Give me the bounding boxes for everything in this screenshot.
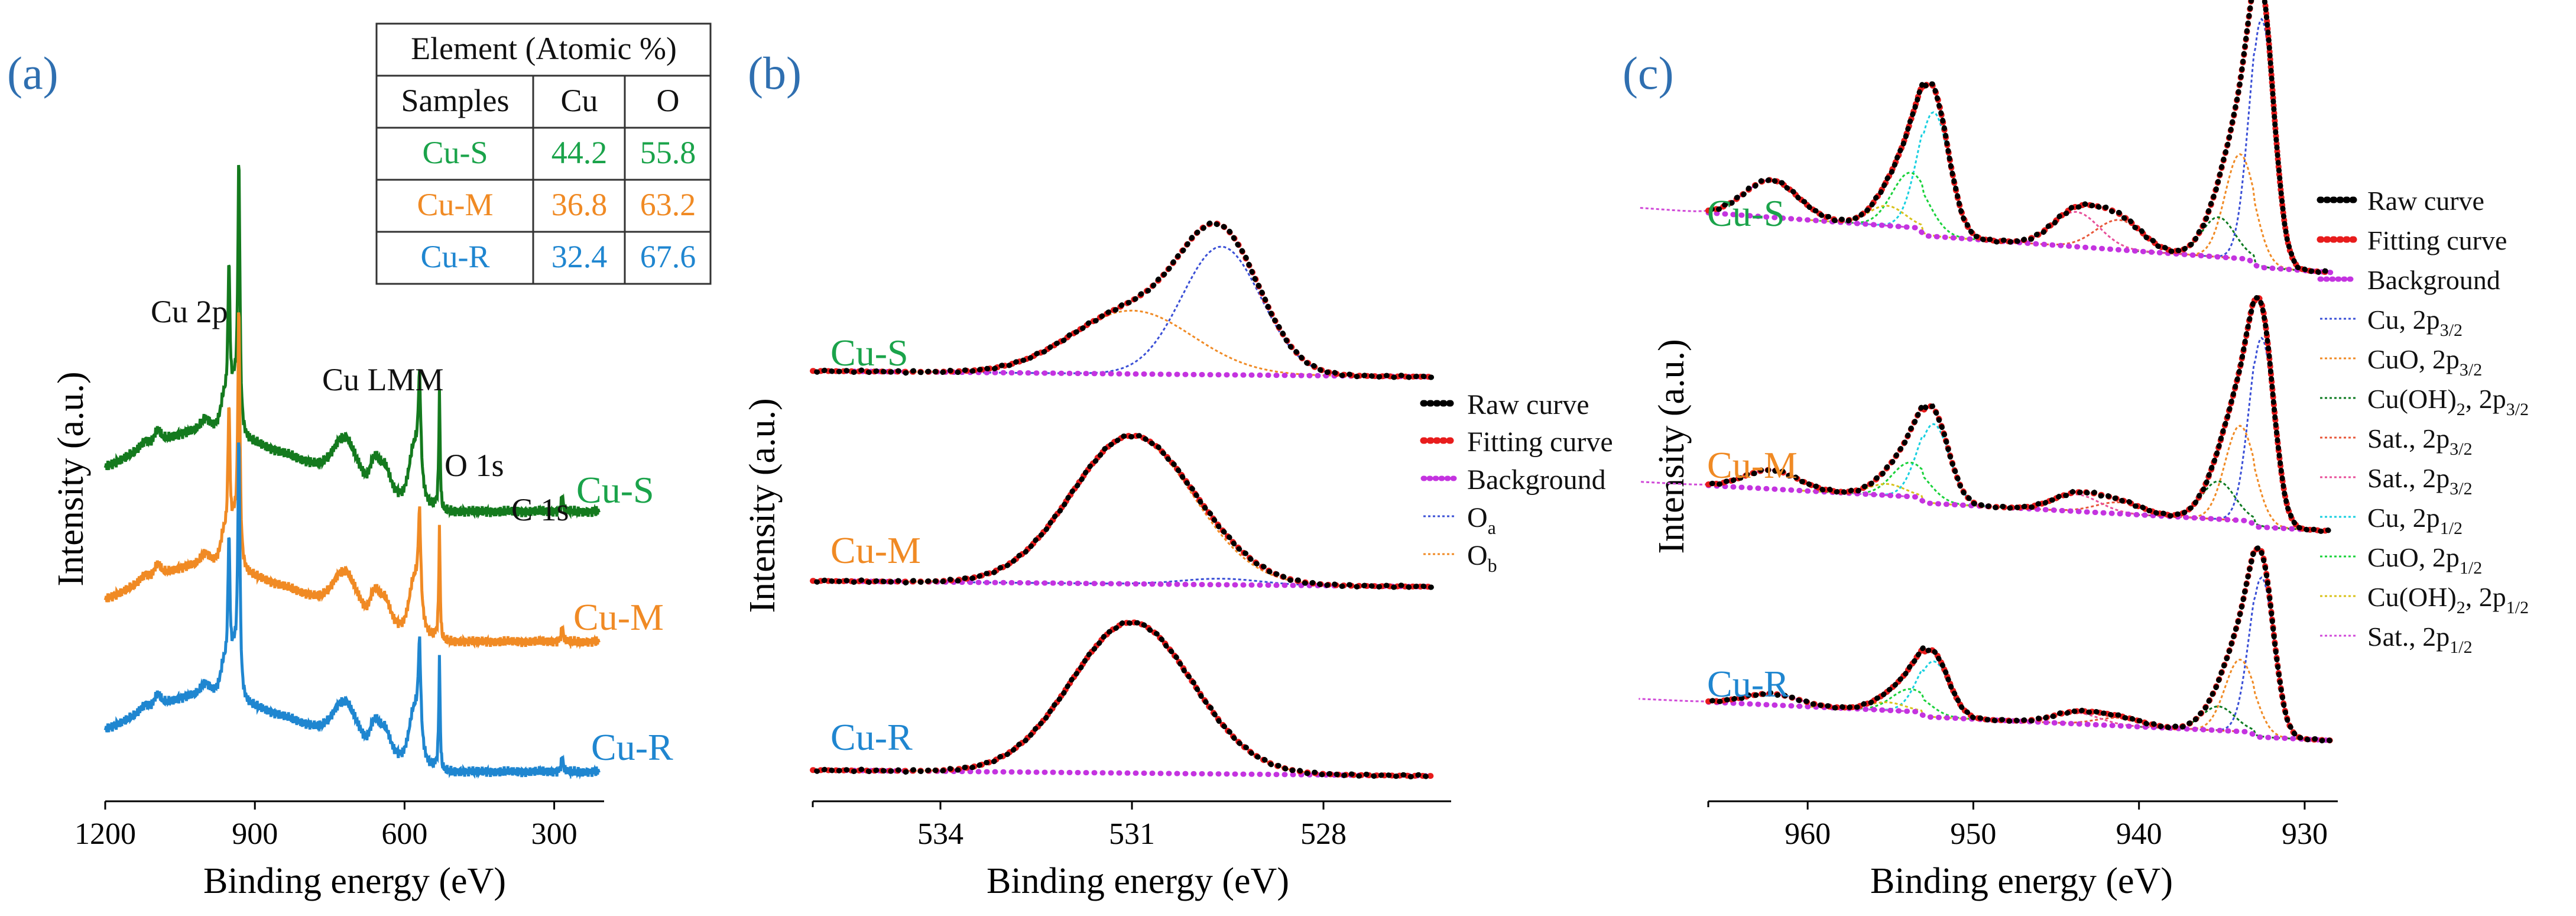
legend-label: Cu(OH)2, 2p1/2	[2367, 582, 2529, 617]
x-tick-label: 960	[1785, 817, 1831, 851]
fitting-curve-cu-r	[1705, 544, 2334, 744]
panel-c: (c) 960 950 940 930 Binding energy (eV) Int…	[1623, 0, 2529, 901]
raw-curve-cu-r	[1705, 544, 2334, 744]
component-cu-2p32-cu-r	[2199, 576, 2324, 741]
legend-label: Oa	[1467, 502, 1496, 538]
x-tick-label: 600	[381, 817, 427, 851]
raw-curve-cu-m	[810, 432, 1435, 591]
background-cu-s	[810, 368, 1435, 380]
raw-curve-cu-m	[1705, 294, 2334, 535]
table-row-sample: Cu-M	[417, 187, 493, 222]
panel-a: (a) Element (Atomic %) Samples Cu O Cu-S…	[7, 22, 712, 901]
x-tick-label: 930	[2282, 817, 2328, 851]
panel-b-legend: Raw curve Fitting curve Background Oa Ob	[1420, 389, 1613, 576]
panel-c-axes	[1707, 800, 2338, 807]
annotation-o-1s: O 1s	[445, 448, 504, 483]
series-label-cu-s: Cu-S	[830, 332, 909, 374]
component-cu-2p12-cu-m	[1854, 423, 2013, 509]
component-cuoh2-2p12-cu-m	[1796, 483, 1978, 507]
x-tick-label: 534	[917, 817, 963, 851]
fitting-curve-cu-s	[1705, 0, 2334, 276]
series-label-cu-r: Cu-R	[1707, 663, 1789, 705]
fitting-curve-cu-m	[1705, 292, 2334, 534]
component-cuo-2p32-cu-s	[2165, 153, 2315, 273]
component-cu-2p12-cu-r	[1854, 660, 2013, 722]
x-tick-label: 1200	[74, 817, 136, 851]
panel-b-ylabel: Intensity (a.u.)	[742, 398, 783, 613]
legend-label: Fitting curve	[1467, 426, 1613, 458]
panel-c-ylabel: Intensity (a.u.)	[1652, 339, 1692, 554]
x-tick-label: 531	[1109, 817, 1155, 851]
x-tick-label: 300	[531, 817, 578, 851]
legend-label: Cu(OH)2, 2p3/2	[2367, 384, 2529, 419]
annotation-cu-lmm: Cu LMM	[322, 362, 444, 397]
legend-label: CuO, 2p3/2	[2367, 344, 2482, 380]
component-cu-2p32-cu-s	[2199, 17, 2324, 273]
series-label-cu-s: Cu-S	[1707, 192, 1785, 234]
table-row-o: 63.2	[640, 187, 696, 222]
table-row-sample: Cu-R	[420, 239, 489, 274]
legend-label: CuO, 2p1/2	[2367, 542, 2482, 578]
series-label-cu-r: Cu-R	[591, 726, 673, 768]
background-cu-r	[1705, 699, 2334, 743]
raw-curve-cu-s	[1705, 0, 2334, 277]
panel-a-xlabel: Binding energy (eV)	[203, 861, 506, 901]
atomic-table: Element (Atomic %) Samples Cu O Cu-S 44.…	[375, 22, 712, 285]
legend-label: Fitting curve	[2367, 225, 2507, 255]
panel-b: (b) 534 531 528 Binding energy (eV) Intens…	[742, 47, 1613, 901]
panel-a-ylabel: Intensity (a.u.)	[51, 371, 91, 586]
legend-label: Sat., 2p3/2	[2367, 463, 2473, 499]
table-header-o: O	[657, 83, 680, 118]
survey-curve-cu-m	[103, 312, 601, 650]
panel-label-b: (b)	[748, 47, 802, 99]
panel-c-xlabel: Binding energy (eV)	[1870, 861, 2173, 901]
series-label-cu-s: Cu-S	[576, 469, 654, 511]
legend-label: Sat., 2p3/2	[2367, 423, 2473, 459]
table-row-o: 55.8	[640, 135, 696, 170]
component-cu-2p12-cu-s	[1854, 111, 2013, 243]
legend-label: Background	[2367, 265, 2500, 295]
table-row-sample: Cu-S	[422, 135, 488, 170]
raw-curve-cu-r	[810, 619, 1435, 780]
survey-curve-cu-r	[103, 442, 601, 780]
x-tick-label: 900	[232, 817, 278, 851]
x-tick-label: 950	[1950, 817, 1996, 851]
component-cu-2p32-cu-m	[2199, 336, 2324, 532]
table-header-cu: Cu	[560, 83, 598, 118]
table-row-cu: 36.8	[551, 187, 608, 222]
series-label-cu-m: Cu-M	[1707, 444, 1798, 486]
legend-label: Cu, 2p3/2	[2367, 305, 2463, 340]
legend-label: Raw curve	[1467, 389, 1589, 420]
component-cuoh2-2p32-cu-s	[2135, 216, 2302, 271]
series-label-cu-m: Cu-M	[830, 529, 921, 571]
x-tick-label: 528	[1300, 817, 1347, 851]
legend-label: Background	[1467, 464, 1606, 496]
table-row-cu: 44.2	[551, 135, 608, 170]
table-row-cu: 32.4	[551, 239, 608, 274]
legend-label: Raw curve	[2367, 186, 2484, 216]
survey-curve-cu-s	[103, 164, 601, 519]
panel-label-a: (a)	[7, 47, 59, 99]
table-header-samples: Samples	[401, 83, 510, 118]
annotation-c-1s: C 1s	[511, 492, 569, 527]
panel-b-xlabel: Binding energy (eV)	[987, 861, 1289, 901]
legend-label: Cu, 2p1/2	[2367, 503, 2463, 538]
series-label-cu-m: Cu-M	[573, 596, 664, 638]
series-label-cu-r: Cu-R	[830, 716, 913, 758]
panel-c-legend: Raw curve Fitting curve Background Cu, 2p3/…	[2317, 186, 2529, 657]
table-title: Element (Atomic %)	[411, 31, 677, 66]
panel-label-c: (c)	[1623, 47, 1674, 99]
x-tick-label: 940	[2116, 817, 2162, 851]
legend-label: Sat., 2p1/2	[2367, 622, 2473, 657]
legend-label: Ob	[1467, 540, 1497, 576]
panel-a-axes	[104, 800, 604, 807]
raw-curve-cu-s	[810, 219, 1435, 381]
annotation-cu-2p: Cu 2p	[151, 294, 228, 329]
table-row-o: 67.6	[640, 239, 696, 274]
